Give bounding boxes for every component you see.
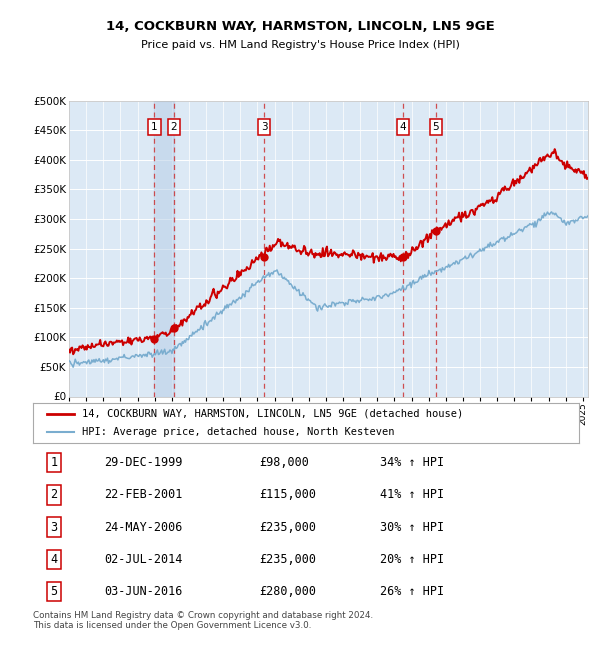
Text: 30% ↑ HPI: 30% ↑ HPI bbox=[380, 521, 444, 534]
Text: 3: 3 bbox=[50, 521, 58, 534]
Text: £235,000: £235,000 bbox=[260, 553, 317, 566]
Text: 4: 4 bbox=[50, 553, 58, 566]
Text: £98,000: £98,000 bbox=[260, 456, 310, 469]
Text: 4: 4 bbox=[400, 122, 406, 133]
Text: 3: 3 bbox=[261, 122, 268, 133]
Text: £115,000: £115,000 bbox=[260, 488, 317, 501]
Text: 24-MAY-2006: 24-MAY-2006 bbox=[104, 521, 182, 534]
Text: 1: 1 bbox=[50, 456, 58, 469]
Text: HPI: Average price, detached house, North Kesteven: HPI: Average price, detached house, Nort… bbox=[82, 428, 395, 437]
Bar bbox=[154, 101, 174, 396]
Text: 14, COCKBURN WAY, HARMSTON, LINCOLN, LN5 9GE: 14, COCKBURN WAY, HARMSTON, LINCOLN, LN5… bbox=[106, 20, 494, 32]
Text: 5: 5 bbox=[433, 122, 439, 133]
Text: 5: 5 bbox=[50, 585, 58, 598]
Text: £235,000: £235,000 bbox=[260, 521, 317, 534]
Text: 02-JUL-2014: 02-JUL-2014 bbox=[104, 553, 182, 566]
Text: Price paid vs. HM Land Registry's House Price Index (HPI): Price paid vs. HM Land Registry's House … bbox=[140, 40, 460, 51]
Text: 1: 1 bbox=[151, 122, 158, 133]
Text: 29-DEC-1999: 29-DEC-1999 bbox=[104, 456, 182, 469]
Text: 34% ↑ HPI: 34% ↑ HPI bbox=[380, 456, 444, 469]
Text: 41% ↑ HPI: 41% ↑ HPI bbox=[380, 488, 444, 501]
Text: 2: 2 bbox=[50, 488, 58, 501]
Text: £280,000: £280,000 bbox=[260, 585, 317, 598]
Text: 26% ↑ HPI: 26% ↑ HPI bbox=[380, 585, 444, 598]
Text: 2: 2 bbox=[170, 122, 178, 133]
Text: 03-JUN-2016: 03-JUN-2016 bbox=[104, 585, 182, 598]
Text: 20% ↑ HPI: 20% ↑ HPI bbox=[380, 553, 444, 566]
Text: Contains HM Land Registry data © Crown copyright and database right 2024.
This d: Contains HM Land Registry data © Crown c… bbox=[33, 611, 373, 630]
Text: 22-FEB-2001: 22-FEB-2001 bbox=[104, 488, 182, 501]
Text: 14, COCKBURN WAY, HARMSTON, LINCOLN, LN5 9GE (detached house): 14, COCKBURN WAY, HARMSTON, LINCOLN, LN5… bbox=[82, 409, 463, 419]
